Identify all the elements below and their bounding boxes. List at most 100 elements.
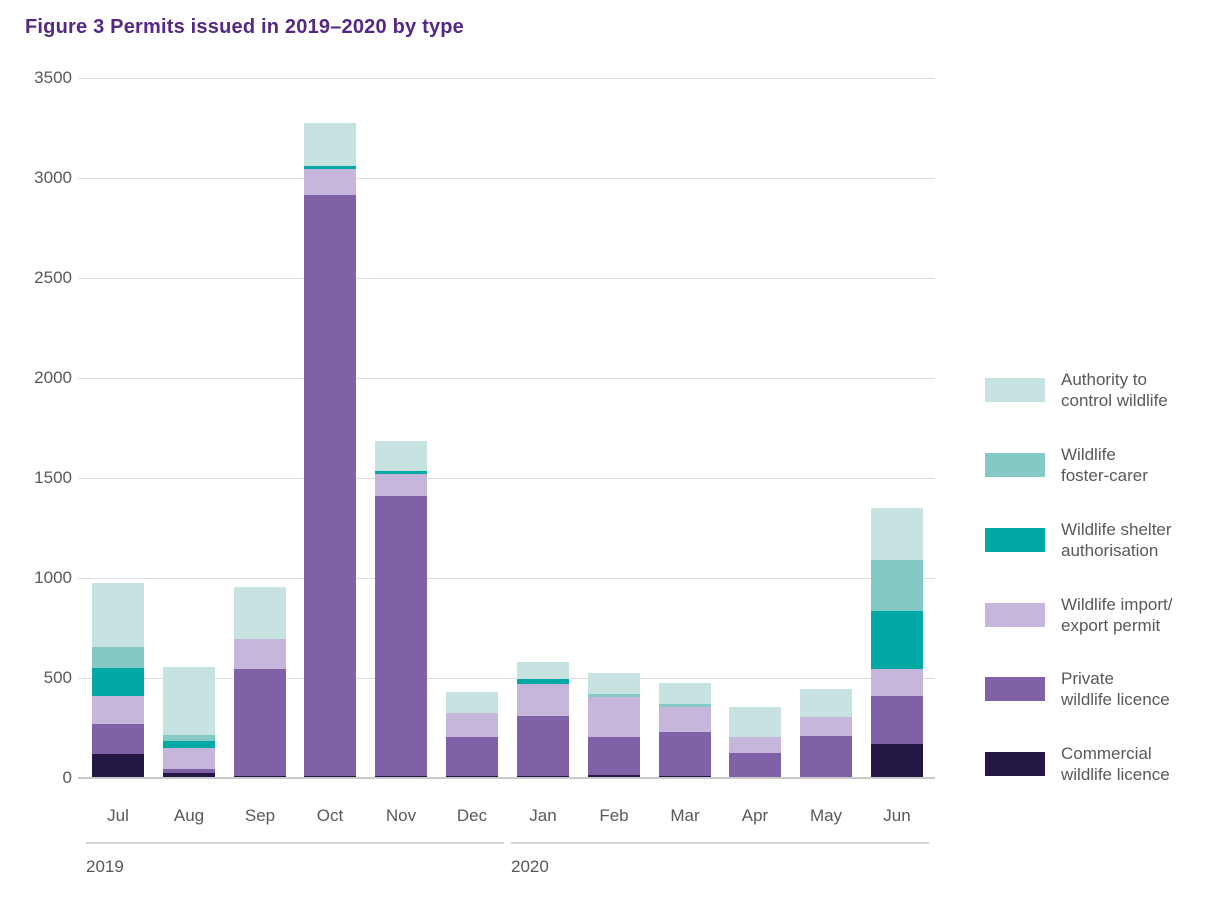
legend-label-wildlife-import-export-permit: Wildlife import/ export permit [1061,595,1173,635]
bar-segment-wildlife-foster-carer-feb [588,694,640,697]
bar-segment-wildlife-foster-carer-mar [659,704,711,707]
x-axis-label-jul: Jul [107,806,129,825]
bar-segment-authority-to-control-wildlife-dec [446,692,498,713]
bar-segment-authority-to-control-wildlife-aug [163,667,215,735]
x-axis-label-nov: Nov [385,806,417,825]
y-axis-tick-3000: 3000 [34,168,72,187]
gridline-2000 [78,378,935,379]
bar-segment-wildlife-shelter-authorisation-jun [871,611,923,669]
bar-segment-authority-to-control-wildlife-mar [659,683,711,704]
y-axis-tick-500: 500 [43,668,72,687]
bar-segment-wildlife-foster-carer-aug [163,735,215,741]
x-axis-label-sep: Sep [244,806,276,825]
bar-segment-wildlife-shelter-authorisation-jan [517,679,569,684]
legend-label-wildlife-foster-carer: Wildlife foster-carer [1061,445,1148,485]
bar-segment-wildlife-import-export-permit-dec [446,713,498,737]
x-axis-label-oct: Oct [316,806,344,825]
legend-swatch-wildlife-shelter-authorisation [985,528,1045,552]
bar-segment-private-wildlife-licence-jun [871,696,923,744]
legend-swatch-commercial-wildlife-licence [985,752,1045,776]
bar-segment-wildlife-import-export-permit-mar [659,707,711,732]
legend-item-private-wildlife-licence: Private wildlife licence [985,665,1170,713]
legend-swatch-wildlife-import-export-permit [985,603,1045,627]
bar-segment-commercial-wildlife-licence-jul [92,754,144,778]
bar-segment-private-wildlife-licence-feb [588,737,640,775]
bar-oct [304,123,356,778]
bar-segment-authority-to-control-wildlife-jan [517,662,569,679]
bar-segment-private-wildlife-licence-may [800,736,852,778]
bar-sep [234,587,286,778]
y-axis-tick-2000: 2000 [34,368,72,387]
bar-segment-authority-to-control-wildlife-sep [234,587,286,639]
legend-label-private-wildlife-licence: Private wildlife licence [1061,669,1170,709]
bar-segment-authority-to-control-wildlife-may [800,689,852,717]
year-label-2019: 2019 [86,857,124,876]
x-axis-label-jun: Jun [883,806,911,825]
legend-item-wildlife-import-export-permit: Wildlife import/ export permit [985,591,1172,639]
x-axis-baseline [78,777,935,779]
bar-segment-wildlife-import-export-permit-jun [871,669,923,696]
bar-segment-wildlife-shelter-authorisation-nov [375,471,427,474]
bar-segment-wildlife-import-export-permit-aug [163,748,215,769]
bar-segment-private-wildlife-licence-jul [92,724,144,754]
bar-segment-authority-to-control-wildlife-jun [871,508,923,560]
y-axis-tick-2500: 2500 [34,268,72,287]
bar-segment-wildlife-shelter-authorisation-aug [163,741,215,748]
x-axis-label-jan: Jan [529,806,557,825]
bar-segment-commercial-wildlife-licence-feb [588,775,640,778]
year-divider-2019 [86,842,504,844]
bar-segment-private-wildlife-licence-dec [446,737,498,776]
y-axis-tick-0: 0 [62,768,72,787]
bar-jun [871,508,923,778]
gridline-3000 [78,178,935,179]
legend-item-authority-to-control-wildlife: Authority to control wildlife [985,366,1168,414]
legend-swatch-private-wildlife-licence [985,677,1045,701]
gridline-500 [78,678,935,679]
y-axis-tick-1500: 1500 [34,468,72,487]
bar-apr [729,707,781,778]
bar-segment-authority-to-control-wildlife-jul [92,583,144,647]
bar-segment-wildlife-import-export-permit-feb [588,697,640,737]
legend-item-wildlife-shelter-authorisation: Wildlife shelter authorisation [985,516,1172,564]
bar-segment-wildlife-import-export-permit-apr [729,737,781,753]
bar-segment-authority-to-control-wildlife-nov [375,441,427,471]
bar-segment-wildlife-foster-carer-jun [871,560,923,611]
gridline-2500 [78,278,935,279]
bar-segment-private-wildlife-licence-aug [163,769,215,773]
bar-segment-private-wildlife-licence-nov [375,496,427,776]
bar-segment-authority-to-control-wildlife-feb [588,673,640,694]
bar-jul [92,583,144,778]
bar-aug [163,667,215,778]
bar-segment-wildlife-import-export-permit-sep [234,639,286,669]
legend-label-commercial-wildlife-licence: Commercial wildlife licence [1061,744,1170,784]
year-label-2020: 2020 [511,857,549,876]
bar-mar [659,683,711,778]
bar-dec [446,692,498,778]
y-axis-tick-1000: 1000 [34,568,72,587]
bar-segment-private-wildlife-licence-oct [304,195,356,776]
bar-segment-authority-to-control-wildlife-apr [729,707,781,737]
gridline-1500 [78,478,935,479]
bar-segment-wildlife-shelter-authorisation-oct [304,166,356,169]
x-axis-label-may: May [809,806,843,825]
bar-segment-wildlife-shelter-authorisation-jul [92,668,144,696]
legend-swatch-authority-to-control-wildlife [985,378,1045,402]
bar-segment-wildlife-foster-carer-jul [92,647,144,668]
figure-title: Figure 3 Permits issued in 2019–2020 by … [25,16,465,38]
legend-swatch-wildlife-foster-carer [985,453,1045,477]
x-axis-label-mar: Mar [670,806,700,825]
bar-jan [517,662,569,778]
bar-segment-private-wildlife-licence-mar [659,732,711,776]
bar-segment-commercial-wildlife-licence-jun [871,744,923,778]
gridline-1000 [78,578,935,579]
bar-segment-wildlife-import-export-permit-oct [304,169,356,195]
bar-segment-private-wildlife-licence-jan [517,716,569,776]
y-axis-tick-3500: 3500 [34,68,72,87]
bar-segment-private-wildlife-licence-apr [729,753,781,778]
x-axis-label-feb: Feb [599,806,629,825]
x-axis-label-aug: Aug [173,806,205,825]
x-axis-label-apr: Apr [741,806,769,825]
legend-label-wildlife-shelter-authorisation: Wildlife shelter authorisation [1061,520,1172,560]
bar-segment-wildlife-import-export-permit-nov [375,474,427,496]
